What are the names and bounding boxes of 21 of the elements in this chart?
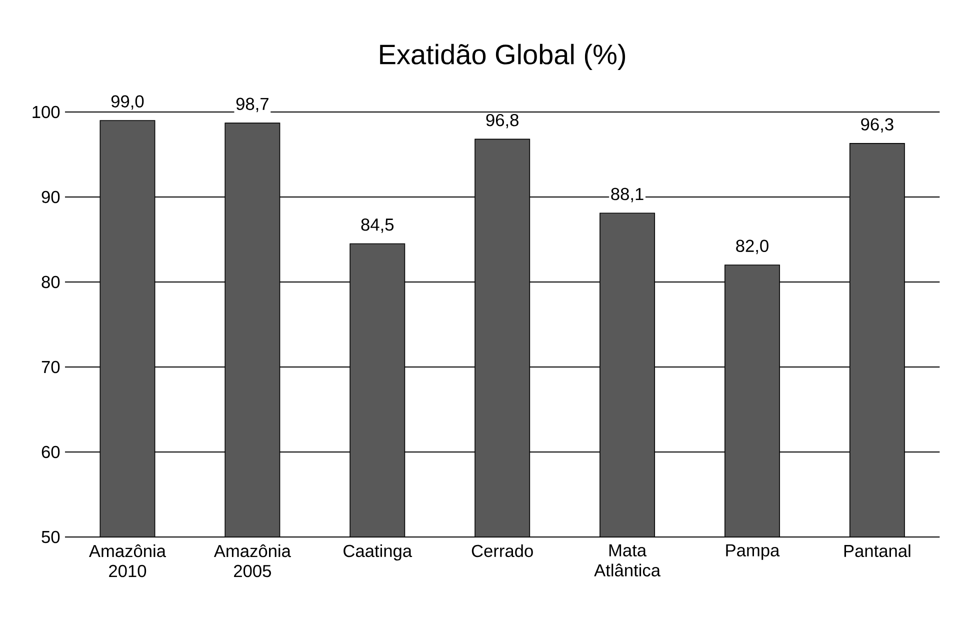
data-label: 96,3 bbox=[861, 118, 894, 133]
y-tick-label: 90 bbox=[42, 190, 60, 204]
data-label: 84,5 bbox=[361, 218, 394, 233]
data-label: 82,0 bbox=[736, 240, 768, 254]
y-tick-label: 50 bbox=[42, 530, 60, 544]
x-tick-label: Mata Atlântica bbox=[594, 544, 661, 576]
y-tick-label: 80 bbox=[42, 276, 60, 288]
data-label: 96,8 bbox=[486, 114, 518, 128]
y-tick-label: 60 bbox=[42, 446, 60, 458]
chart-title: Exatidão Global (%) bbox=[380, 44, 626, 70]
x-tick-label: Amazônia 2010 bbox=[88, 544, 166, 578]
data-label: 88,1 bbox=[611, 188, 644, 202]
data-label: 98,7 bbox=[236, 98, 268, 112]
x-tick-label: Pantanal bbox=[844, 544, 910, 558]
y-tick-label: 70 bbox=[42, 360, 60, 374]
data-label: 99,0 bbox=[111, 95, 144, 110]
x-tick-label: Pampa bbox=[726, 544, 780, 560]
y-tick-label: 100 bbox=[32, 106, 60, 118]
x-tick-label: Amazônia 2005 bbox=[214, 544, 291, 578]
x-tick-label: Caatinga bbox=[344, 544, 412, 561]
x-tick-label: Cerrado bbox=[472, 544, 533, 558]
